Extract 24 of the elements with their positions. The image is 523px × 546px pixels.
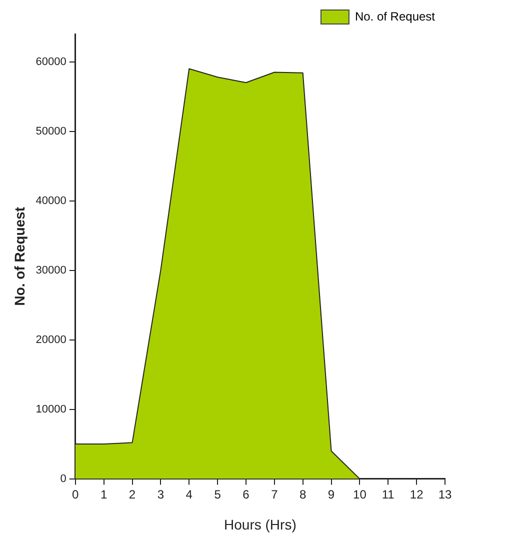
y-axis-title: No. of Request [11,206,28,306]
x-tick-label: 0 [72,487,80,502]
legend-label: No. of Request [354,9,436,24]
x-tick-label: 9 [328,487,335,502]
y-tick-label: 30000 [36,264,66,276]
y-tick-label: 10000 [36,403,66,416]
x-tick-label: 6 [242,487,250,502]
x-tick-label: 7 [271,487,278,502]
x-tick-label: 4 [186,487,193,502]
x-tick-label: 13 [438,487,452,502]
y-tick-label: 0 [60,472,66,485]
x-tick-label: 2 [128,487,136,502]
x-tick-label: 1 [100,487,108,502]
y-tick-label: 50000 [36,125,66,138]
x-tick-label: 12 [410,487,424,502]
y-tick-label: 20000 [36,334,66,346]
y-tick-label: 40000 [36,194,66,207]
x-axis-title: Hours (Hrs) [224,516,296,532]
x-tick-label: 11 [382,487,395,502]
x-tick-label: 8 [300,487,306,502]
x-tick-label: 10 [353,487,367,502]
x-tick-label: 3 [157,487,164,502]
y-tick-label: 60000 [36,56,66,68]
x-tick-label: 5 [214,487,222,502]
